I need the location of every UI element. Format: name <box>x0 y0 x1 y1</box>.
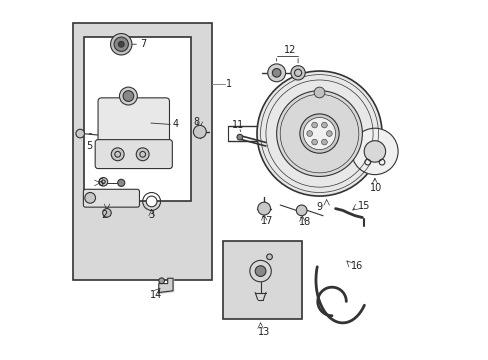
Circle shape <box>266 254 272 260</box>
Circle shape <box>193 125 206 138</box>
FancyBboxPatch shape <box>98 98 169 148</box>
Circle shape <box>311 139 317 145</box>
Text: 8: 8 <box>193 117 200 127</box>
Text: 9: 9 <box>315 202 322 212</box>
Circle shape <box>257 202 270 215</box>
Bar <box>73 23 212 280</box>
Text: 10: 10 <box>369 183 381 193</box>
Circle shape <box>267 64 285 82</box>
Circle shape <box>272 68 281 77</box>
Circle shape <box>255 266 265 276</box>
Circle shape <box>110 33 132 55</box>
Text: 5: 5 <box>86 141 92 151</box>
Circle shape <box>114 37 128 51</box>
Circle shape <box>276 91 362 176</box>
Text: 14: 14 <box>149 290 162 300</box>
Circle shape <box>123 91 134 102</box>
Text: 13: 13 <box>257 327 269 337</box>
Circle shape <box>299 114 339 153</box>
Text: 15: 15 <box>357 201 370 211</box>
Circle shape <box>321 122 326 128</box>
Text: 7: 7 <box>140 39 146 49</box>
Circle shape <box>313 87 324 98</box>
Text: 1: 1 <box>225 78 232 89</box>
Text: 6: 6 <box>97 178 103 188</box>
Circle shape <box>249 260 271 282</box>
Polygon shape <box>159 278 173 293</box>
FancyBboxPatch shape <box>83 189 139 207</box>
Circle shape <box>119 87 137 105</box>
Circle shape <box>159 278 164 284</box>
Circle shape <box>136 148 149 161</box>
Circle shape <box>118 179 124 186</box>
Text: 11: 11 <box>231 120 244 130</box>
Circle shape <box>296 205 306 216</box>
Bar <box>223 241 301 319</box>
Text: 4: 4 <box>173 118 179 129</box>
Circle shape <box>84 193 95 203</box>
Circle shape <box>290 66 305 80</box>
Circle shape <box>351 128 397 175</box>
Circle shape <box>364 141 385 162</box>
Circle shape <box>311 122 317 128</box>
Circle shape <box>146 196 157 207</box>
Circle shape <box>303 117 335 150</box>
Circle shape <box>118 41 124 47</box>
Circle shape <box>111 148 124 161</box>
FancyBboxPatch shape <box>95 140 172 168</box>
Text: 17: 17 <box>260 216 272 226</box>
Text: 18: 18 <box>298 217 310 227</box>
Circle shape <box>306 131 312 136</box>
Circle shape <box>321 139 326 145</box>
Circle shape <box>326 131 331 136</box>
Text: 3: 3 <box>148 210 155 220</box>
Bar <box>83 37 190 202</box>
Circle shape <box>102 208 111 217</box>
Circle shape <box>257 71 381 196</box>
Text: 16: 16 <box>350 261 363 271</box>
Text: 12: 12 <box>283 45 296 55</box>
Circle shape <box>76 129 84 138</box>
Circle shape <box>237 134 242 140</box>
Text: 2: 2 <box>102 210 108 220</box>
Circle shape <box>99 177 107 186</box>
